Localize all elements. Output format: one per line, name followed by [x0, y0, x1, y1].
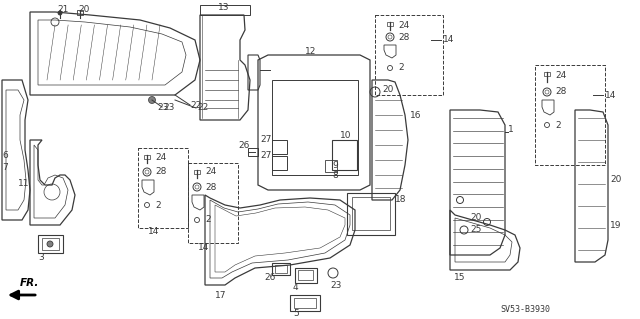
Text: 17: 17 [215, 291, 227, 300]
Bar [347, 193, 395, 235]
Text: 26: 26 [238, 140, 250, 150]
Bar [144, 155, 150, 159]
Bar [188, 163, 238, 243]
Text: 27: 27 [260, 136, 271, 145]
Text: 9: 9 [332, 160, 338, 169]
Text: 27: 27 [260, 151, 271, 160]
Text: 14: 14 [148, 227, 159, 236]
Bar [272, 156, 287, 170]
Text: 28: 28 [205, 182, 216, 191]
Bar [38, 235, 63, 253]
Text: 21: 21 [57, 5, 68, 14]
Bar [325, 160, 337, 172]
Text: 23: 23 [163, 102, 174, 112]
Text: 22: 22 [197, 103, 208, 113]
Bar [544, 72, 550, 76]
Bar [387, 22, 393, 26]
Bar [248, 148, 258, 156]
Text: 14: 14 [198, 242, 209, 251]
Text: 18: 18 [395, 196, 406, 204]
Text: 28: 28 [155, 167, 166, 176]
Bar [200, 5, 250, 15]
Text: 28: 28 [398, 33, 410, 41]
Bar [272, 80, 358, 175]
Text: 20: 20 [470, 213, 481, 222]
Text: 13: 13 [218, 4, 230, 12]
Bar [352, 197, 390, 230]
Bar [290, 295, 320, 311]
Text: 6: 6 [2, 151, 8, 160]
Text: 3: 3 [38, 254, 44, 263]
Text: SV53-B3930: SV53-B3930 [500, 306, 550, 315]
Bar [332, 140, 357, 170]
Bar [138, 148, 188, 228]
Text: 2: 2 [398, 63, 404, 72]
Bar [42, 238, 59, 250]
Text: 4: 4 [293, 283, 299, 292]
Text: 1: 1 [508, 125, 514, 135]
Circle shape [47, 241, 53, 247]
Text: 11: 11 [18, 179, 29, 188]
Text: 26: 26 [264, 273, 275, 283]
Text: 7: 7 [2, 164, 8, 173]
Bar [298, 270, 313, 280]
Text: 12: 12 [305, 48, 316, 56]
Bar [275, 265, 287, 273]
Text: 25: 25 [470, 226, 481, 234]
Circle shape [58, 11, 62, 15]
Bar [294, 298, 316, 308]
Text: 28: 28 [555, 87, 566, 97]
Text: 8: 8 [332, 170, 338, 180]
Bar [272, 140, 287, 154]
Text: 10: 10 [340, 130, 351, 139]
Text: 14: 14 [443, 35, 454, 44]
Text: 22: 22 [190, 100, 201, 109]
Text: 2: 2 [205, 216, 211, 225]
Text: 20: 20 [382, 85, 394, 94]
Text: 19: 19 [610, 220, 621, 229]
Text: 2: 2 [555, 121, 561, 130]
Text: 16: 16 [410, 110, 422, 120]
Text: 20: 20 [610, 175, 621, 184]
Circle shape [148, 97, 156, 103]
Bar [375, 15, 443, 95]
Text: 20: 20 [78, 5, 90, 14]
Bar [295, 268, 317, 283]
Text: 23: 23 [330, 280, 341, 290]
Text: 5: 5 [293, 309, 299, 318]
Bar [194, 170, 200, 174]
Text: 24: 24 [205, 167, 216, 176]
Text: 23: 23 [157, 102, 168, 112]
Text: FR.: FR. [20, 278, 40, 288]
Text: 2: 2 [155, 201, 161, 210]
Text: 24: 24 [398, 20, 409, 29]
Text: 15: 15 [454, 273, 465, 283]
Bar [272, 263, 290, 275]
Text: 24: 24 [555, 70, 566, 79]
Text: 14: 14 [605, 91, 616, 100]
Text: 24: 24 [155, 152, 166, 161]
Bar [535, 65, 605, 165]
